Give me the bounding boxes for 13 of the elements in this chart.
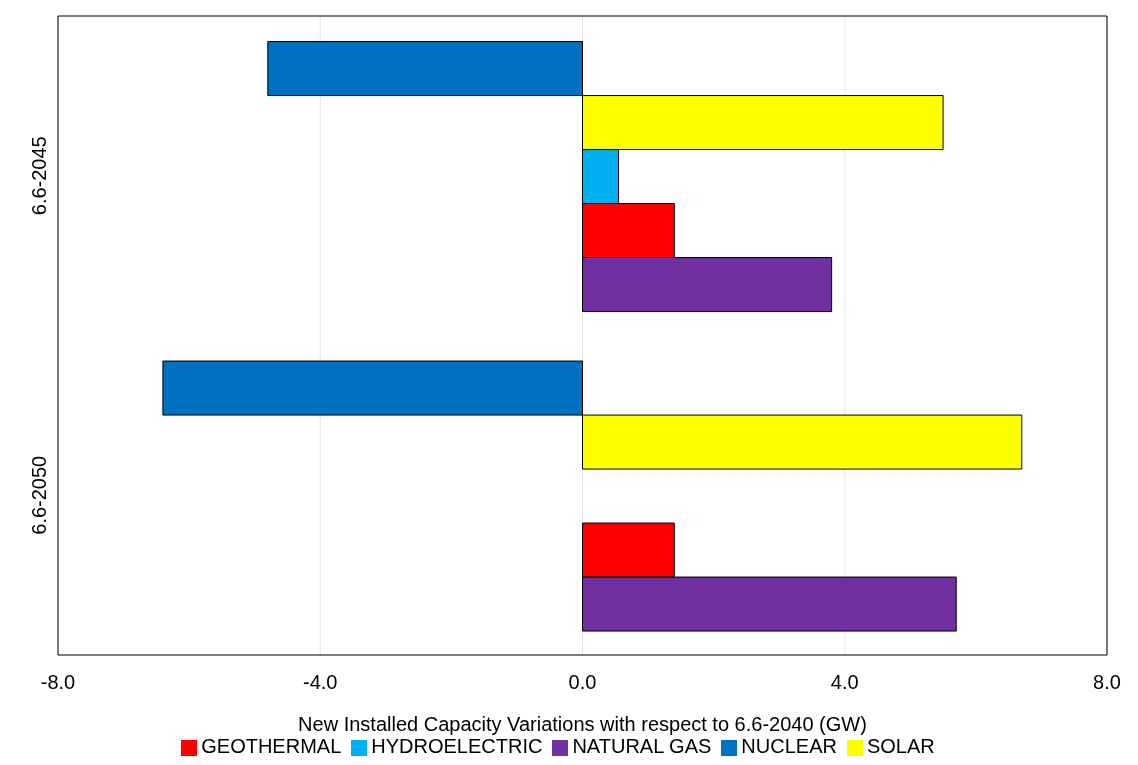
legend-label: NUCLEAR xyxy=(741,735,837,757)
y-tick-label: 6.6-2045 xyxy=(28,136,50,216)
x-tick-label: -4.0 xyxy=(303,671,338,694)
legend-label: SOLAR xyxy=(866,735,935,757)
x-tick-label: 8.0 xyxy=(1093,671,1121,694)
x-tick-label: 0.0 xyxy=(568,671,597,694)
x-axis-title: New Installed Capacity Variations with respect to 6.6-2040 (GW) xyxy=(298,713,867,735)
legend-label: GEOTHERMAL xyxy=(201,735,342,757)
legend-label: HYDROELECTRIC xyxy=(371,735,543,757)
y-tick-label: 6.6-2050 xyxy=(28,455,50,535)
legend-label: NATURAL GAS xyxy=(572,735,712,757)
x-tick-label: -8.0 xyxy=(40,671,76,694)
x-tick-label: 4.0 xyxy=(830,671,859,694)
